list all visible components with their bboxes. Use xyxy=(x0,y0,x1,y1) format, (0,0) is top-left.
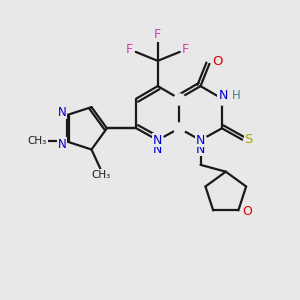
Text: S: S xyxy=(244,133,253,146)
Text: F: F xyxy=(182,43,189,56)
Text: O: O xyxy=(212,55,223,68)
Text: N: N xyxy=(219,89,228,102)
Text: N: N xyxy=(153,142,162,156)
Text: O: O xyxy=(242,206,252,218)
Text: F: F xyxy=(154,28,161,41)
Text: CH₃: CH₃ xyxy=(28,136,47,146)
Text: H: H xyxy=(230,90,238,103)
Text: N: N xyxy=(196,134,205,147)
Text: N: N xyxy=(58,106,67,119)
Text: N: N xyxy=(196,142,205,156)
Text: N: N xyxy=(58,138,67,151)
Text: CH₃: CH₃ xyxy=(92,170,111,180)
Text: N: N xyxy=(153,134,162,147)
Text: N: N xyxy=(217,89,226,102)
Text: H: H xyxy=(232,89,241,102)
Text: F: F xyxy=(126,43,134,56)
